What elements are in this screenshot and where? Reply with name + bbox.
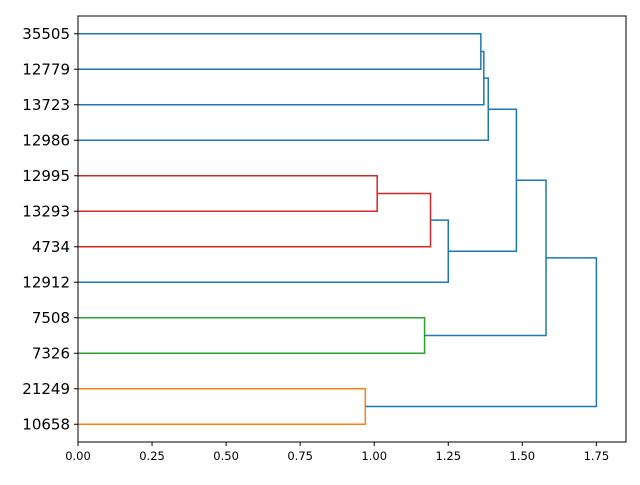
- leaf-label-10658: 10658: [22, 415, 70, 433]
- xtick-label: 0.75: [287, 449, 313, 463]
- dendrogram-link-11: [365, 257, 598, 408]
- leaf-label-35505: 35505: [22, 25, 70, 43]
- dendrogram-link-10: [78, 388, 367, 425]
- leaf-label-12986: 12986: [22, 131, 70, 149]
- dendrogram-link-2: [78, 50, 485, 106]
- dendrogram-link-1: [78, 33, 482, 70]
- xtick-label: 1.50: [510, 449, 536, 463]
- dendrogram-link-5: [78, 192, 432, 248]
- xtick-label: 1.25: [435, 449, 461, 463]
- leaf-label-4734: 4734: [32, 238, 70, 256]
- leaf-label-7326: 7326: [32, 344, 70, 362]
- leaf-label-13293: 13293: [22, 202, 70, 220]
- leaf-label-7508: 7508: [32, 309, 70, 327]
- dendrogram-link-3: [78, 77, 490, 141]
- xtick-label: 0.25: [139, 449, 165, 463]
- plot-frame: [77, 15, 627, 443]
- leaf-label-21249: 21249: [22, 380, 70, 398]
- dendrogram-link-9: [424, 179, 547, 337]
- dendrogram-link-4: [78, 175, 378, 212]
- xtick-label: 0.00: [65, 449, 91, 463]
- leaf-label-12995: 12995: [22, 167, 70, 185]
- leaf-label-12912: 12912: [22, 273, 70, 291]
- leaf-label-13723: 13723: [22, 96, 70, 114]
- dendrogram-link-7: [448, 108, 518, 252]
- xtick-label: 1.75: [584, 449, 610, 463]
- xtick-label: 0.50: [213, 449, 239, 463]
- leaf-label-12779: 12779: [22, 60, 70, 78]
- dendrogram-link-6: [78, 219, 450, 283]
- xtick-label: 1.00: [361, 449, 387, 463]
- dendrogram-link-8: [78, 317, 426, 354]
